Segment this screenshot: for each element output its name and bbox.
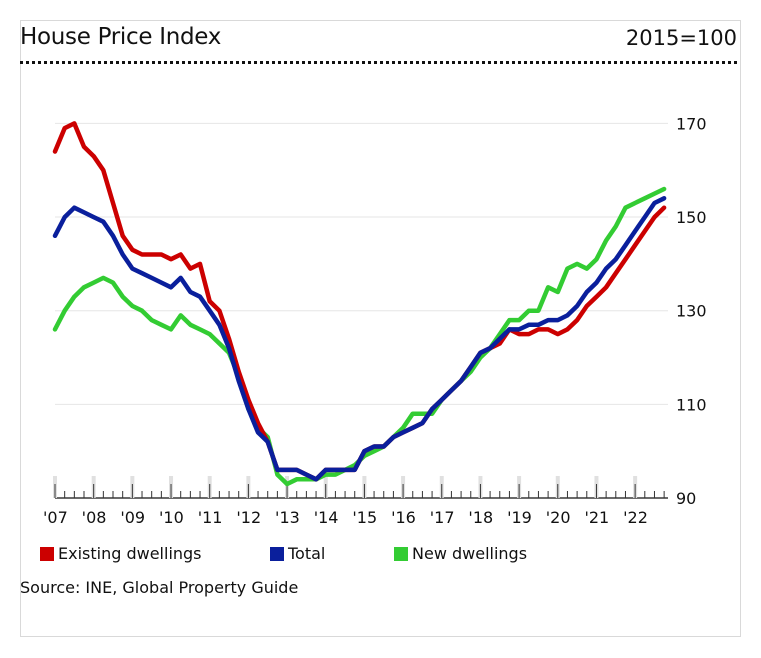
x-tick-label: '16 — [391, 508, 416, 527]
series-lines — [52, 121, 667, 487]
x-tick-label: '08 — [82, 508, 107, 527]
series-line-new-dwellings — [52, 186, 667, 487]
x-tick-label: '22 — [623, 508, 648, 527]
gridlines — [55, 122, 668, 405]
x-tick-label: '14 — [314, 508, 339, 527]
x-tick-label: '15 — [352, 508, 377, 527]
x-tick-label: '12 — [236, 508, 261, 527]
chart-base-label: 2015=100 — [625, 26, 737, 50]
y-tick-label: 170 — [676, 114, 707, 133]
y-tick-label: 150 — [676, 208, 707, 227]
legend-item-total: Total — [270, 544, 325, 563]
x-tick-label: '10 — [159, 508, 184, 527]
x-tick-label: '09 — [120, 508, 145, 527]
legend-label-new: New dwellings — [412, 544, 528, 563]
legend-swatch-existing — [40, 547, 54, 561]
legend-label-total: Total — [288, 544, 326, 563]
x-tick-label: '17 — [430, 508, 455, 527]
x-tick-label: '07 — [43, 508, 68, 527]
x-tick-labels: '07 '08 '09 '10 '11 '12 '13 '14 '15 '16 '17 '18 '19 '… — [43, 508, 648, 527]
legend-item-new: New dwellings — [394, 544, 527, 563]
y-tick-label: 130 — [676, 302, 707, 321]
y-tick-label: 110 — [676, 395, 707, 414]
x-tick-label: '20 — [546, 508, 571, 527]
legend-swatch-total — [270, 547, 284, 561]
y-axis: 90 110 130 150 170 — [676, 114, 707, 508]
series-line-existing-dwellings — [52, 121, 667, 482]
chart-title: House Price Index — [20, 24, 222, 50]
y-tick-label: 90 — [676, 489, 696, 508]
series-line-total — [52, 196, 667, 482]
x-tick-label: '21 — [584, 508, 609, 527]
x-axis — [53, 476, 668, 499]
x-tick-label: '13 — [275, 508, 300, 527]
title-divider — [20, 61, 737, 64]
legend-item-existing: Existing dwellings — [40, 544, 202, 563]
x-tick-label: '18 — [468, 508, 493, 527]
x-tick-label: '11 — [198, 508, 223, 527]
legend-swatch-new — [394, 547, 408, 561]
chart-card — [20, 20, 741, 637]
x-tick-label: '19 — [507, 508, 532, 527]
source-note: Source: INE, Global Property Guide — [20, 578, 299, 597]
legend-label-existing: Existing dwellings — [58, 544, 202, 563]
